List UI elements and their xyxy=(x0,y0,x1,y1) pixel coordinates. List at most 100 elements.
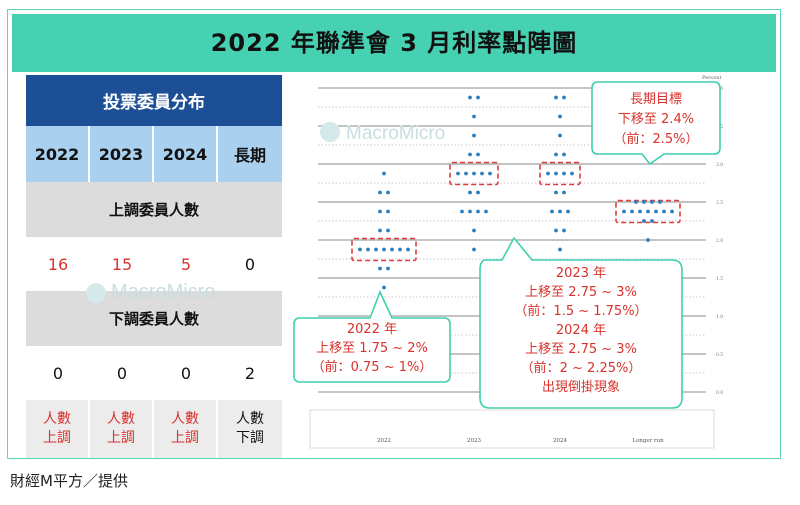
title-bar: 2022 年聯準會 3 月利率點陣圖 xyxy=(12,14,776,66)
y-tick-label: 0.5 xyxy=(716,352,723,358)
up-count-cell: 0 xyxy=(244,254,256,274)
rate-dot xyxy=(378,190,382,195)
rate-dot xyxy=(378,209,382,214)
rate-dot xyxy=(558,114,562,119)
rate-dot xyxy=(456,171,460,176)
rate-dot xyxy=(554,152,558,157)
up-count-label: 上調委員人數 xyxy=(26,182,282,237)
rate-dot xyxy=(472,114,476,119)
rate-dot xyxy=(386,228,390,233)
y-tick-label: 1.0 xyxy=(716,314,723,320)
rate-dot xyxy=(398,247,402,252)
down-count-cell: 0 xyxy=(52,363,64,383)
highlight-boxes xyxy=(351,161,681,262)
callout-longrun: 長期目標 下移至 2.4% （前：2.5%） xyxy=(591,81,721,166)
year-cell: 長期 xyxy=(218,126,282,182)
rate-dot xyxy=(460,209,464,214)
watermark-chart: MacroMicro xyxy=(320,122,445,144)
rate-dot xyxy=(558,133,562,138)
rate-dot xyxy=(484,209,488,214)
callout-line: 2024 年 xyxy=(556,323,606,338)
rate-dot xyxy=(554,95,558,100)
rate-dot xyxy=(554,190,558,195)
rate-dot xyxy=(382,171,386,176)
rate-dot xyxy=(468,209,472,214)
direction-cell: 人數 下調 xyxy=(218,400,282,458)
rate-dot xyxy=(562,228,566,233)
watermark-logo-icon xyxy=(86,282,106,303)
callout-line: 2022 年 xyxy=(347,322,397,337)
watermark-logo-icon xyxy=(320,122,340,142)
rate-dot xyxy=(472,133,476,138)
callout-line: （前：1.5 ~ 1.75%） xyxy=(514,303,647,319)
rate-dot xyxy=(476,152,480,157)
direction-row: 人數 上調 人數 上調 人數 上調 人數 下調 xyxy=(26,400,282,458)
x-axis-band xyxy=(309,409,715,449)
year-row: 2022 2023 2024 長期 xyxy=(26,126,282,182)
rate-dot xyxy=(550,209,554,214)
table-header-row: 投票委員分布 xyxy=(26,75,282,126)
rate-dot xyxy=(382,285,386,290)
rate-dot xyxy=(472,247,476,252)
rate-dot xyxy=(638,209,642,214)
median-highlight-box xyxy=(449,161,499,186)
rate-dot xyxy=(650,200,654,204)
callout-line: 下移至 2.4% xyxy=(618,112,694,127)
y-tick-label: 0.0 xyxy=(716,390,723,396)
callout-line: 上移至 2.75 ~ 3% xyxy=(525,342,637,357)
watermark-table: MacroMicro xyxy=(86,281,215,304)
rate-dot xyxy=(554,228,558,233)
rate-dot xyxy=(468,95,472,100)
x-tick-label: 2024 xyxy=(553,438,567,444)
page-title: 2022 年聯準會 3 月利率點陣圖 xyxy=(210,28,578,57)
table-header: 投票委員分布 xyxy=(26,75,282,126)
callout-line: （前：0.75 ~ 1%） xyxy=(312,359,433,375)
callout-line: 長期目標 xyxy=(630,92,682,107)
rate-dot xyxy=(630,209,634,214)
voter-distribution-table: 投票委員分布 2022 2023 2024 長期 上調委員人數 16 15 5 … xyxy=(26,75,282,458)
rate-dot xyxy=(386,209,390,214)
rate-dot xyxy=(468,190,472,195)
year-cell: 2022 xyxy=(26,126,90,182)
rate-dot xyxy=(642,219,646,223)
callout-2023-2024: 2023 年 上移至 2.75 ~ 3% （前：1.5 ~ 1.75%） 202… xyxy=(479,236,683,409)
watermark-text: MacroMicro xyxy=(346,123,445,144)
median-highlight-box xyxy=(615,199,681,224)
median-highlight-box xyxy=(539,161,581,186)
year-cell: 2023 xyxy=(90,126,154,182)
rate-dot xyxy=(472,228,476,233)
direction-cell: 人數 上調 xyxy=(154,400,218,458)
up-count-cell: 5 xyxy=(180,254,192,274)
rate-dot xyxy=(646,209,650,214)
rate-dot xyxy=(472,171,476,176)
rate-dot xyxy=(562,152,566,157)
rate-dot xyxy=(546,171,550,176)
rate-dot xyxy=(488,171,492,176)
x-tick-label: Longer run xyxy=(632,438,664,444)
rate-dot xyxy=(562,190,566,195)
rate-dot xyxy=(642,200,646,204)
rate-dot xyxy=(566,209,570,214)
x-tick-labels: 2022 2023 2024 Longer run xyxy=(377,438,664,444)
callout-line: （前：2 ~ 2.25%） xyxy=(521,360,642,376)
dot-plot-chart: 4.03.53.02.52.01.51.00.50.0 Percent Macr… xyxy=(293,75,723,449)
x-tick-label: 2023 xyxy=(467,438,481,444)
rate-dot xyxy=(650,219,654,223)
rate-dot xyxy=(480,171,484,176)
up-count-row: 16 15 5 0 xyxy=(26,237,282,291)
rate-dot xyxy=(406,247,410,252)
callout-line: 出現倒掛現象 xyxy=(542,380,620,395)
callout-2022: 2022 年 上移至 1.75 ~ 2% （前：0.75 ~ 1%） xyxy=(293,289,451,383)
callout-bubble xyxy=(591,81,721,166)
rate-dot xyxy=(476,95,480,100)
up-label-row: 上調委員人數 xyxy=(26,182,282,237)
callout-bubble xyxy=(293,289,451,383)
year-cell: 2024 xyxy=(154,126,218,182)
rate-dot xyxy=(378,266,382,271)
dots-layer xyxy=(358,95,674,309)
rate-dot xyxy=(634,200,638,204)
rate-dot xyxy=(662,209,666,214)
rate-dot xyxy=(386,190,390,195)
direction-cell: 人數 上調 xyxy=(90,400,154,458)
direction-cell: 人數 上調 xyxy=(26,400,90,458)
